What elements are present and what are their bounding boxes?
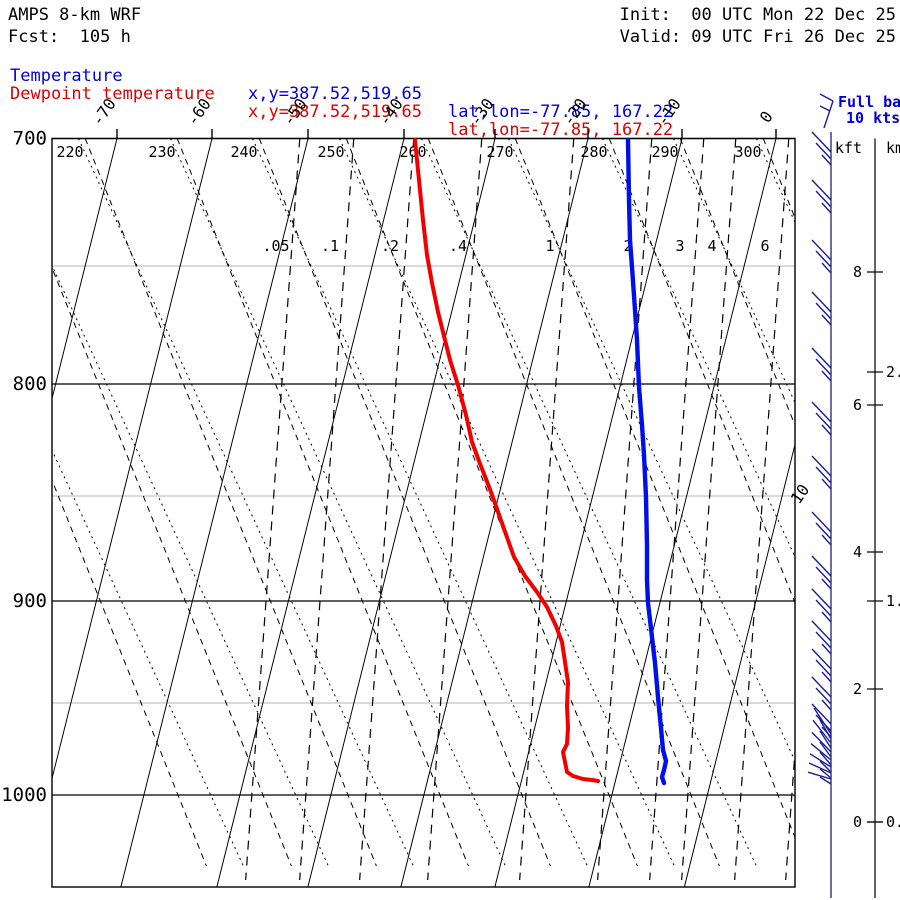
legend-temperature-label: Temperature: [10, 66, 123, 86]
dry-adiabat-label: 300: [734, 143, 761, 161]
wind-barb: [811, 620, 832, 655]
isotherm-label: -40: [375, 95, 407, 130]
isotherm-label: 0: [756, 107, 777, 126]
kft-header: kft: [835, 139, 862, 157]
legend-dewpoint-xy: x,y=387.52,519.65: [248, 102, 422, 122]
dry-adiabat-label: 260: [399, 143, 426, 161]
wind-barb: [811, 239, 832, 274]
legend-dewpoint-row: Dewpoint temperature x,y=387.52,519.65 l…: [0, 67, 673, 157]
wind-barb-fan: [808, 762, 832, 779]
km-tick-label: 2.: [886, 363, 900, 381]
mixing-ratio-label: .2: [381, 237, 399, 255]
isotherm-label: -30: [466, 95, 498, 130]
wind-barb: [811, 131, 832, 166]
legend-temperature-xy: x,y=387.52,519.65: [248, 84, 422, 104]
model-title: AMPS 8-km WRF: [8, 5, 142, 25]
mixing-ratio-label: 3: [675, 237, 684, 255]
wind-barb: [811, 455, 832, 490]
wind-barb: [811, 179, 832, 214]
wind-barb: [811, 648, 832, 683]
dry-adiabat-lines: [52, 138, 795, 867]
wind-barb-fan: [813, 707, 832, 740]
isotherm-top-labels: -70 -60 -50 -40 -30 -20 -10 0 10: [88, 95, 814, 508]
pressure-label: 800: [13, 373, 47, 395]
valid-time: Valid: 09 UTC Fri 26 Dec 25: [619, 27, 896, 47]
dry-adiabat-label: 290: [651, 143, 678, 161]
init-time: Init: 00 UTC Mon 22 Dec 25: [619, 5, 896, 25]
kft-tick-label: 8: [853, 263, 862, 281]
mixing-ratio-label: .1: [321, 237, 339, 255]
mixing-ratio-label: 2: [623, 237, 632, 255]
height-scales: kft km 8 6 4 2 0 2. 1. 0.: [835, 138, 900, 898]
wind-barb-fan: [807, 771, 832, 785]
barb-legend-line1: Full barb:: [838, 93, 900, 111]
wind-barb-fan: [811, 731, 832, 758]
dry-adiabat-labels: 220 230 240 250 260 270 280 290 300: [56, 143, 761, 161]
isotherm-label-plus10: 10: [787, 481, 814, 508]
saturated-adiabat-lines: [52, 138, 795, 867]
wind-barb: [811, 555, 832, 590]
mixing-ratio-lines: [245, 138, 795, 881]
dry-adiabat-label: 280: [580, 143, 607, 161]
mixing-ratio-label: .4: [449, 237, 467, 255]
wind-barb-fan: [810, 743, 832, 766]
pressure-label: 700: [13, 128, 47, 150]
kft-tick-label: 4: [853, 543, 862, 561]
wind-barb: [811, 401, 832, 436]
wind-barb: [811, 676, 832, 711]
wind-barb: [811, 588, 832, 623]
legend-temperature-latlon: lat,lon=-77.85, 167.22: [448, 102, 674, 122]
dry-adiabat-label: 220: [56, 143, 83, 161]
dry-adiabat-label: 230: [148, 143, 175, 161]
isotherm-label: -10: [653, 95, 685, 130]
barb-legend-line2: 10 kts: [846, 109, 900, 127]
wind-barb-column: [807, 131, 832, 898]
pressure-label: 1000: [1, 784, 47, 806]
isotherm-label: -60: [183, 95, 215, 130]
barb-legend: Full barb:10 kts: [819, 93, 900, 129]
pressure-labels: 700 800 900 1000: [1, 128, 47, 807]
isotherm-label: -50: [279, 95, 311, 130]
wind-barb: [811, 511, 832, 546]
skewt-line-families: [52, 138, 795, 887]
mixing-ratio-label: 6: [760, 237, 769, 255]
mixing-ratio-labels: .05 .1 .2 .4 1 2 3 4 6: [262, 237, 769, 255]
forecast-hour: Fcst: 105 h: [8, 27, 131, 47]
dry-adiabat-label: 270: [486, 143, 513, 161]
km-tick-label: 0.: [886, 813, 900, 831]
km-tick-label: 1.: [886, 592, 900, 610]
wind-barb: [811, 347, 832, 382]
plot-frame: [51, 137, 796, 888]
mixing-ratio-label: 1: [545, 237, 554, 255]
pressure-label: 900: [13, 590, 47, 612]
wind-barb: [811, 291, 832, 326]
legend-dewpoint-label: Dewpoint temperature: [10, 84, 215, 104]
isotherm-lines: [52, 138, 795, 887]
mixing-ratio-label: .05: [262, 237, 289, 255]
legend-dewpoint-latlon: lat,lon=-77.85, 167.22: [448, 120, 674, 140]
dewpoint-curve: [413, 138, 600, 783]
temperature-curve: [625, 137, 669, 786]
kft-tick-label: 0: [853, 813, 862, 831]
isotherm-label: -20: [559, 95, 591, 130]
kft-tick-label: 6: [853, 396, 862, 414]
km-header: km: [886, 139, 900, 157]
wind-barb-fan: [809, 753, 832, 773]
kft-tick-label: 2: [853, 680, 862, 698]
mixing-ratio-label: 4: [707, 237, 716, 255]
isotherm-label: -70: [88, 95, 120, 130]
wind-barb-fan: [812, 719, 832, 749]
legend-temperature-row: Temperature x,y=387.52,519.65 lat,lon=-7…: [0, 49, 673, 139]
dry-adiabat-label: 240: [230, 143, 257, 161]
dry-adiabat-label: 250: [317, 143, 344, 161]
